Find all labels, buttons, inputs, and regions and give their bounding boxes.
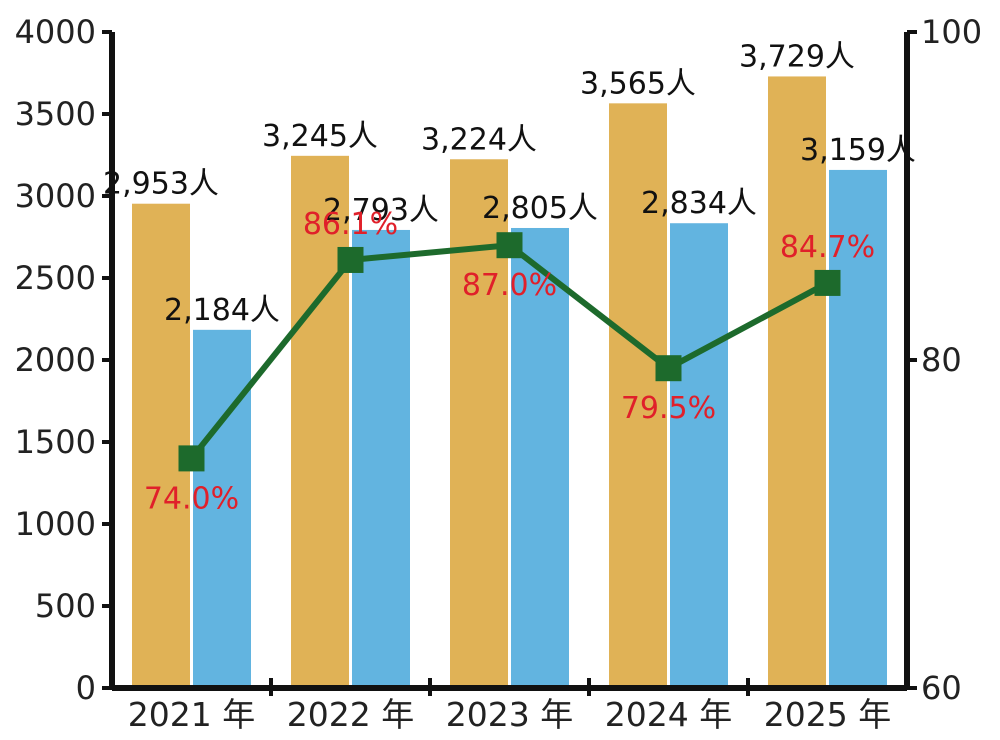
line-label-3: 87.0%: [462, 268, 557, 303]
bar-label-series1-1: 2,953人: [103, 167, 219, 202]
x-tick-5: 2025 年: [764, 695, 891, 734]
y-left-tick-3000: 3000: [15, 177, 96, 215]
y-left-tick-0: 0: [76, 669, 96, 707]
y-left-tick-500: 500: [35, 587, 96, 625]
bar-series1-2: [291, 155, 349, 688]
bar-series2-1: [193, 329, 251, 688]
line-marker-5: [814, 269, 841, 296]
bar-label-series2-3: 2,805人: [482, 191, 598, 226]
bar-label-series1-2: 3,245人: [262, 119, 378, 154]
y-left-tick-3500: 3500: [15, 95, 96, 133]
x-tick-2: 2022 年: [287, 695, 414, 734]
line-marker-4: [655, 355, 682, 382]
y-right-tick-100: 100: [921, 13, 982, 51]
y-right-tick-80: 80: [921, 341, 962, 379]
line-marker-3: [496, 232, 523, 259]
x-tick-4: 2024 年: [605, 695, 732, 734]
bar-series2-5: [829, 169, 887, 688]
line-label-1: 74.0%: [144, 481, 239, 516]
line-label-5: 84.7%: [780, 230, 875, 265]
bar-label-series2-2: 2,793人: [323, 193, 439, 228]
bar-series1-5: [768, 76, 826, 689]
bar-series1-4: [609, 103, 667, 689]
bar-label-series2-1: 2,184人: [164, 293, 280, 328]
bar-series2-2: [352, 229, 410, 688]
bar-series2-3: [511, 227, 569, 689]
axes-layer: 0500100015002000250030003500400060801002…: [15, 13, 983, 734]
line-label-2: 86.1%: [303, 207, 398, 242]
bar-label-series1-5: 3,729人: [739, 39, 855, 74]
line-marker-1: [178, 445, 205, 472]
bar-label-series1-3: 3,224人: [421, 122, 537, 157]
y-left-tick-4000: 4000: [15, 13, 96, 51]
line-label-4: 79.5%: [621, 391, 716, 426]
line-marker-2: [337, 246, 364, 273]
x-tick-1: 2021 年: [128, 695, 255, 734]
y-right-tick-60: 60: [921, 669, 962, 707]
bar-label-series2-4: 2,834人: [641, 186, 757, 221]
bar-label-series2-5: 3,159人: [800, 133, 916, 168]
labels-layer: 2,953人 3,245人 3,224人 3,565人 3,729人 2,184人 2,79…: [103, 39, 916, 516]
line-layer: [178, 232, 841, 472]
x-tick-3: 2023 年: [446, 695, 573, 734]
y-left-tick-2000: 2000: [15, 341, 96, 379]
bar-series2-4: [670, 223, 728, 688]
bar-label-series1-4: 3,565人: [580, 66, 696, 101]
bars-layer: [132, 76, 887, 689]
y-left-tick-1500: 1500: [15, 423, 96, 461]
y-left-tick-2500: 2500: [15, 259, 96, 297]
y-left-tick-1000: 1000: [15, 505, 96, 543]
